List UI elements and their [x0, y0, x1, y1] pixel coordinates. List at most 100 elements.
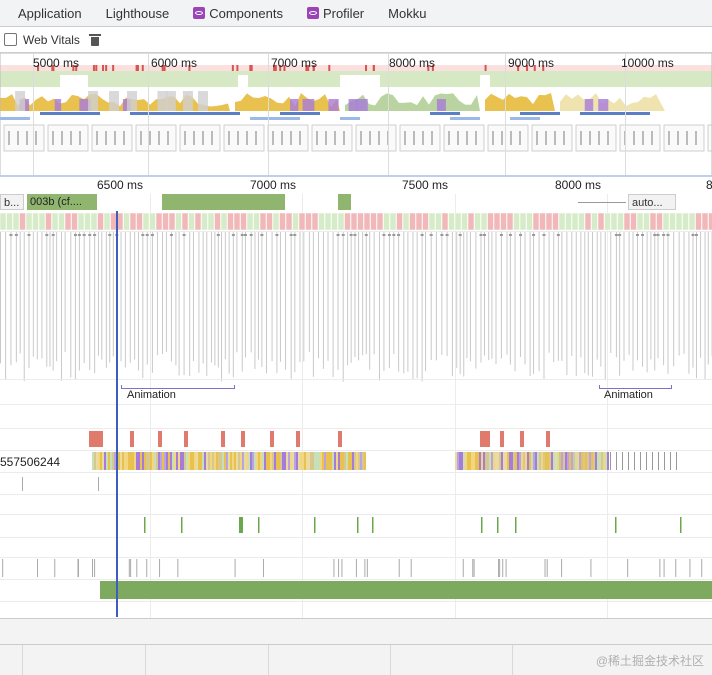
thread-task — [477, 452, 479, 470]
thread-task — [561, 452, 563, 470]
flame-chart[interactable]: b... 003b (cf.... auto... Animation Anim… — [0, 194, 712, 618]
screenshot-detail — [70, 131, 72, 145]
thread-task — [537, 452, 539, 470]
thread-task — [489, 452, 491, 470]
frames-gap — [60, 75, 88, 87]
thread-task — [246, 452, 248, 470]
main-thread-stack — [654, 232, 655, 371]
main-thread-mark — [653, 234, 656, 236]
thread-mark — [130, 559, 131, 577]
tab-mokku[interactable]: Mokku — [376, 0, 438, 26]
thread-mark — [502, 559, 503, 577]
thread-task — [306, 452, 308, 470]
frame-cell — [592, 213, 598, 230]
cpu-rendering — [303, 99, 315, 111]
main-thread-stack — [592, 232, 593, 377]
main-thread-mark — [337, 234, 340, 236]
frame-cell — [319, 213, 325, 230]
thread-task — [294, 452, 296, 470]
thread-task — [487, 452, 489, 470]
thread-mark — [263, 559, 264, 577]
long-task-mark — [93, 65, 95, 71]
main-thread-stack — [147, 232, 148, 365]
thread-task — [587, 452, 589, 470]
screenshot-detail — [668, 131, 670, 145]
main-thread-stack — [403, 232, 404, 373]
thread-task — [529, 452, 531, 470]
main-thread-mark — [430, 234, 433, 236]
thread-task — [222, 452, 224, 470]
main-thread-mark — [350, 234, 353, 236]
main-thread-mark — [667, 234, 670, 236]
screenshot-detail — [167, 131, 169, 145]
long-task-mark — [236, 65, 238, 71]
thread-task — [190, 452, 192, 470]
main-thread-stack — [407, 232, 408, 372]
main-thread-stack — [616, 232, 617, 357]
main-thread-stack — [125, 232, 126, 367]
frame-cell — [689, 213, 695, 230]
timeline-overview[interactable]: 5000 ms 6000 ms 7000 ms 8000 ms 9000 ms … — [0, 53, 712, 176]
tab-components[interactable]: Components — [181, 0, 295, 26]
screenshot-detail — [96, 131, 98, 145]
net-overview — [340, 117, 360, 120]
main-thread-stack — [543, 232, 544, 380]
screenshot-detail — [35, 131, 37, 145]
thread-mark — [627, 559, 628, 577]
thread-task — [622, 452, 623, 470]
thread-task — [266, 452, 268, 470]
thread-task — [565, 452, 567, 470]
animation-label[interactable]: Animation — [604, 389, 653, 401]
main-thread-stack — [53, 232, 54, 371]
main-thread-stack — [10, 232, 11, 365]
react-icon — [307, 7, 319, 19]
main-thread-stack — [398, 232, 399, 372]
screenshot-detail — [114, 131, 116, 145]
main-thread-stack — [561, 232, 562, 361]
screenshot-detail — [228, 131, 230, 145]
net-overview — [130, 112, 240, 115]
thread-task — [92, 452, 94, 470]
tab-application[interactable]: Application — [0, 0, 94, 26]
thread-task — [174, 452, 176, 470]
animation-label[interactable]: Animation — [127, 389, 176, 401]
trash-icon[interactable] — [90, 34, 100, 46]
frame-cell — [0, 213, 6, 230]
frame-cell — [33, 213, 39, 230]
frame-cell — [598, 213, 604, 230]
screenshot-detail — [466, 131, 468, 145]
frame-cell — [260, 213, 266, 230]
thread-task — [146, 452, 148, 470]
main-thread-stack — [576, 232, 577, 376]
thread-task — [545, 452, 547, 470]
screenshot-detail — [378, 131, 380, 145]
tab-lighthouse[interactable]: Lighthouse — [94, 0, 182, 26]
main-thread-stack — [558, 232, 559, 361]
cpu-rendering — [437, 99, 446, 111]
screenshot-detail — [123, 131, 125, 145]
frame-cell — [670, 213, 676, 230]
main-thread-stack — [157, 232, 158, 355]
thread-task — [589, 452, 591, 470]
thread-task — [497, 452, 499, 470]
thread-task — [569, 452, 571, 470]
main-thread-stack — [417, 232, 418, 378]
main-thread-stack — [673, 232, 674, 366]
tab-profiler[interactable]: Profiler — [295, 0, 376, 26]
screenshot-detail — [272, 131, 274, 145]
thread-task — [336, 452, 338, 470]
thread-task — [332, 452, 334, 470]
web-vitals-checkbox[interactable] — [4, 33, 17, 46]
main-thread-stack — [629, 232, 630, 355]
gpu-mark — [515, 517, 517, 533]
interaction-mark — [480, 431, 490, 447]
main-thread-stack — [501, 232, 502, 359]
main-thread-mark — [480, 234, 483, 236]
main-thread-stack — [258, 232, 259, 360]
main-thread-stack — [20, 232, 21, 354]
frame-cell — [449, 213, 455, 230]
track-divider — [0, 379, 712, 380]
playhead-cursor[interactable] — [116, 211, 118, 617]
main-thread-stack — [507, 232, 508, 354]
thread-mark — [689, 559, 690, 577]
